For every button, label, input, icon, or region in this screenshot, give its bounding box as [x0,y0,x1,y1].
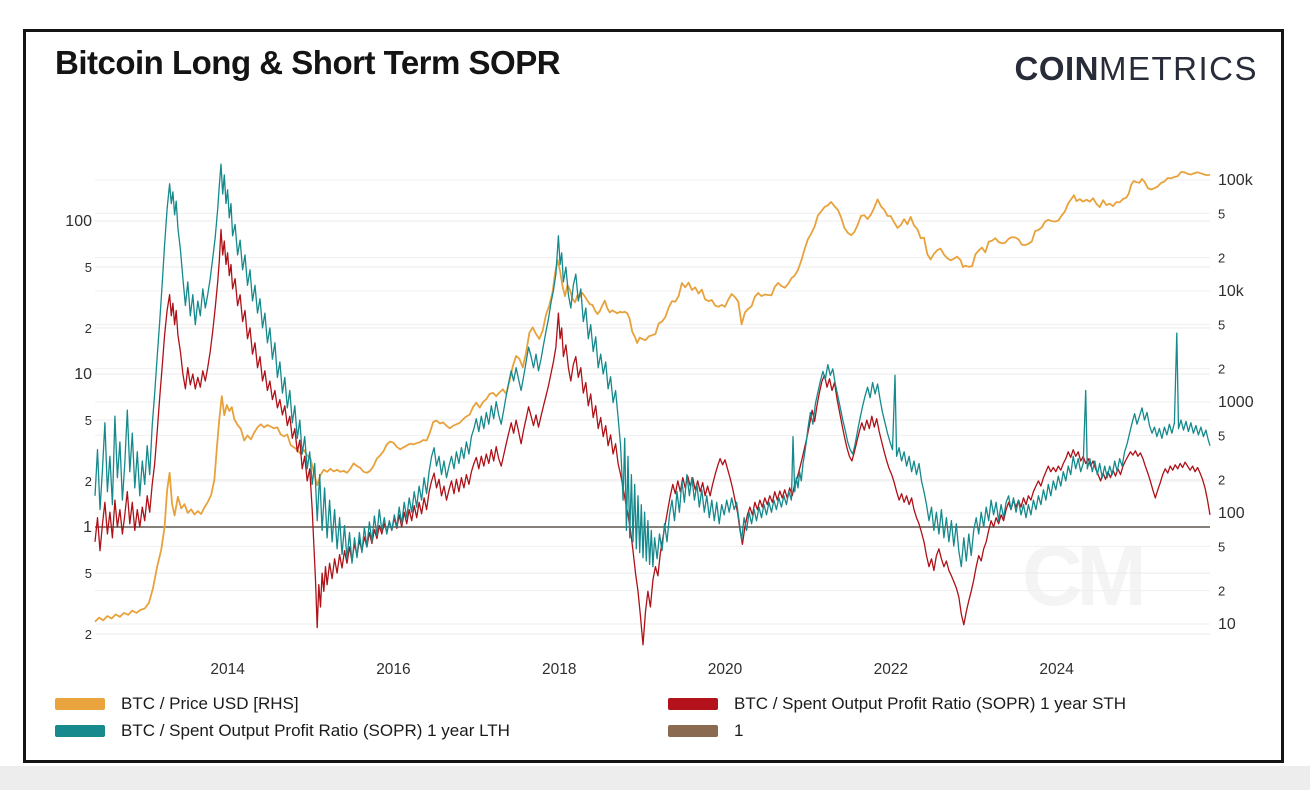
legend-swatch-btc-price-usd-rhs [55,698,105,710]
x-axis-tick-label: 2016 [376,661,410,678]
right-axis-tick-label: 2 [1218,584,1225,599]
right-axis-tick-label: 5 [1218,428,1225,443]
right-axis-tick-label: 2 [1218,362,1225,377]
series-line-btc-price-usd-rhs [94,171,1211,623]
legend-label: BTC / Spent Output Profit Ratio (SOPR) 1… [734,694,1127,713]
coinmetrics-logo: COINMETRICS [1015,50,1259,88]
right-axis-tick-label: 5 [1218,206,1225,221]
logo-coin-text: COIN [1014,50,1099,87]
page-bottom-strip [0,766,1310,790]
legend-column-right: BTC / Spent Output Profit Ratio (SOPR) 1… [668,692,1126,743]
logo-metrics-text: METRICS [1099,50,1258,87]
right-axis-tick-label: 5 [1218,317,1225,332]
legend-item-btc-price-usd-rhs: BTC / Price USD [RHS] [55,692,510,716]
right-axis-tick-label: 5 [1218,539,1225,554]
right-axis-tick-label: 2 [1218,473,1225,488]
left-axis-tick-label: 5 [85,260,92,275]
left-axis-tick-label: 2 [85,627,92,642]
left-axis-tick-label: 1 [83,519,92,536]
right-axis-tick-label: 10k [1218,283,1245,300]
cm-watermark: CM [1022,529,1147,623]
x-axis-tick-label: 2022 [874,661,908,678]
legend-item-1: 1 [668,719,1126,743]
page-title: Bitcoin Long & Short Term SOPR [55,44,561,81]
left-axis-tick-label: 2 [85,474,92,489]
right-axis-tick-label: 100 [1218,505,1245,522]
legend-label: BTC / Spent Output Profit Ratio (SOPR) 1… [121,721,510,740]
right-axis-tick-label: 10 [1218,616,1236,633]
right-axis-tick-label: 1000 [1218,394,1254,411]
legend-column-left: BTC / Price USD [RHS] BTC / Spent Output … [55,692,510,743]
legend-swatch-btc-spent-output-profit-ratio-sopr-1-year-lth [55,725,105,737]
left-axis-tick-label: 5 [85,413,92,428]
left-axis-tick-label: 100 [65,213,92,230]
x-axis-tick-label: 2018 [542,661,576,678]
x-axis-tick-label: 2024 [1039,661,1074,678]
chart-frame-border [23,29,1284,763]
legend-item-btc-spent-output-profit-ratio-sopr-1-year-sth: BTC / Spent Output Profit Ratio (SOPR) 1… [668,692,1126,716]
left-axis-tick-label: 2 [85,321,92,336]
right-axis-tick-label: 100k [1218,172,1254,189]
legend-label: 1 [734,721,744,740]
x-axis-tick-label: 2014 [210,661,245,678]
x-axis-tick-label: 2020 [708,661,743,678]
legend-item-btc-spent-output-profit-ratio-sopr-1-year-lth: BTC / Spent Output Profit Ratio (SOPR) 1… [55,719,510,743]
right-axis-tick-label: 2 [1218,251,1225,266]
left-axis-tick-label: 10 [74,366,92,383]
legend-swatch-1 [668,725,718,737]
left-axis-tick-label: 5 [85,566,92,581]
legend-label: BTC / Price USD [RHS] [121,694,299,713]
series-line-btc-spent-output-profit-ratio-sopr-1-year-sth [94,228,1211,646]
series-line-btc-spent-output-profit-ratio-sopr-1-year-lth [94,163,1211,568]
legend-swatch-btc-spent-output-profit-ratio-sopr-1-year-sth [668,698,718,710]
